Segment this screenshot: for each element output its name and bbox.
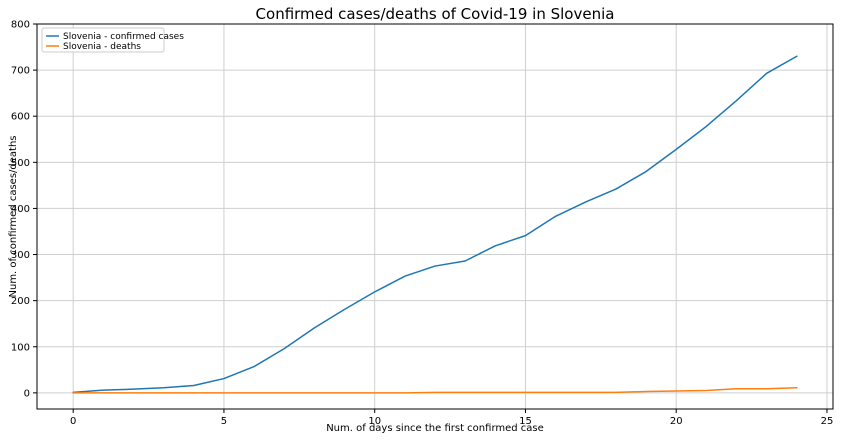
axis-layer [33,23,834,413]
y-tick-label-8: 800 [11,20,30,31]
x-tick-label-4: 20 [670,416,683,427]
y-tick-label-6: 600 [11,112,30,123]
series-line-0 [72,55,798,394]
x-axis-label: Num. of days since the first confirmed c… [326,423,544,434]
chart-title: Confirmed cases/deaths of Covid-19 in Sl… [256,5,615,23]
legend-label-1: Slovenia - deaths [63,42,141,52]
y-tick-label-3: 300 [11,250,30,261]
y-axis-label: Num. of confirmed cases/deaths [8,135,19,297]
x-tick-label-2: 10 [368,416,381,427]
series-layer [72,55,798,394]
plot-frame [36,23,834,410]
grid-layer [37,23,833,409]
legend-label-0: Slovenia - confirmed cases [63,32,184,42]
x-tick-label-1: 5 [221,416,227,427]
series-line-1 [72,387,798,394]
text-layer: 0 5 10 15 20 25 0 100 200 300 400 500 600 700 800 Confi… [8,5,833,434]
y-tick-label-0: 0 [24,388,30,399]
y-tick-label-1: 100 [11,342,30,353]
x-tick-label-0: 0 [70,416,76,427]
x-tick-label-3: 15 [519,416,532,427]
y-tick-label-4: 400 [11,204,30,215]
x-tick-label-5: 25 [821,416,834,427]
y-tick-label-5: 500 [11,158,30,169]
y-tick-label-2: 200 [11,296,30,307]
y-tick-label-7: 700 [11,66,30,77]
legend-box [41,27,165,53]
